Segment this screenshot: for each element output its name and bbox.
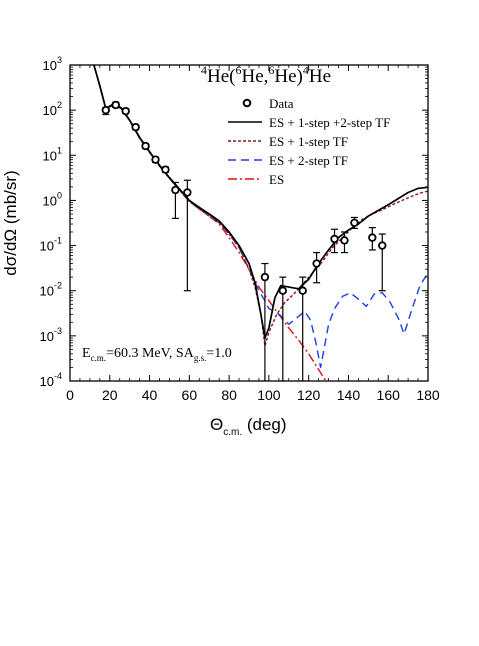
series-line-1step bbox=[93, 65, 428, 347]
data-point bbox=[378, 241, 387, 250]
data-point bbox=[330, 234, 339, 244]
x-tick-label: 180 bbox=[416, 387, 440, 403]
data-point bbox=[161, 165, 170, 174]
data-point bbox=[298, 286, 307, 295]
y-tick-label: 10-4 bbox=[40, 371, 62, 389]
data-point bbox=[111, 100, 120, 110]
y-tick-label: 101 bbox=[43, 145, 62, 163]
y-tick-label: 100 bbox=[43, 190, 62, 208]
x-axis-label: Θc.m. (deg) bbox=[210, 415, 287, 438]
data-point bbox=[260, 272, 270, 282]
series-line-full bbox=[93, 65, 428, 339]
data-point bbox=[183, 188, 192, 197]
legend-label-data: Data bbox=[269, 96, 294, 111]
theory-curves bbox=[93, 65, 428, 381]
y-tick-label: 10-2 bbox=[40, 281, 62, 299]
data-point bbox=[368, 233, 377, 242]
legend-label-2step: ES + 2-step TF bbox=[269, 153, 348, 168]
legend-label-es: ES bbox=[269, 172, 284, 187]
data-point bbox=[101, 105, 110, 115]
legend: Data ES + 1-step +2-step TF ES + 1-step … bbox=[228, 96, 390, 187]
x-tick-label: 120 bbox=[297, 387, 321, 403]
x-tick-label: 100 bbox=[257, 387, 281, 403]
data-point bbox=[350, 218, 359, 227]
x-tick-label: 40 bbox=[142, 387, 158, 403]
y-tick-label: 103 bbox=[43, 55, 62, 73]
x-tick-label: 80 bbox=[221, 387, 237, 403]
axis-ticks: 0 20 40 60 80 100 120 140 160 180 10-4 10-3 10-2 10-1… bbox=[40, 55, 440, 403]
data-point bbox=[141, 141, 150, 151]
data-points bbox=[101, 100, 387, 381]
x-tick-label: 20 bbox=[102, 387, 118, 403]
data-point bbox=[151, 155, 160, 164]
data-point bbox=[278, 286, 288, 295]
data-point bbox=[171, 185, 180, 195]
x-tick-label: 140 bbox=[337, 387, 361, 403]
y-tick-label: 10-1 bbox=[40, 236, 62, 254]
y-tick-label: 10-3 bbox=[40, 326, 62, 344]
x-tick-label: 0 bbox=[66, 387, 74, 403]
energy-annotation: Ec.m.=60.3 MeV, SAg.s.=1.0 bbox=[82, 346, 232, 363]
data-point bbox=[131, 122, 140, 132]
data-point bbox=[340, 236, 349, 245]
data-point bbox=[121, 106, 130, 116]
y-axis-label: dσ/dΩ (mb/sr) bbox=[1, 170, 20, 275]
legend-label-full: ES + 1-step +2-step TF bbox=[269, 115, 390, 130]
data-point bbox=[312, 259, 321, 268]
x-tick-label: 60 bbox=[182, 387, 198, 403]
series-line-2step bbox=[93, 65, 428, 369]
legend-label-1step: ES + 1-step TF bbox=[269, 134, 348, 149]
chart-title: 4He(6He,6He)4He bbox=[201, 63, 331, 87]
x-tick-label: 160 bbox=[377, 387, 401, 403]
y-tick-label: 102 bbox=[43, 100, 62, 118]
legend-marker-data bbox=[242, 98, 252, 108]
